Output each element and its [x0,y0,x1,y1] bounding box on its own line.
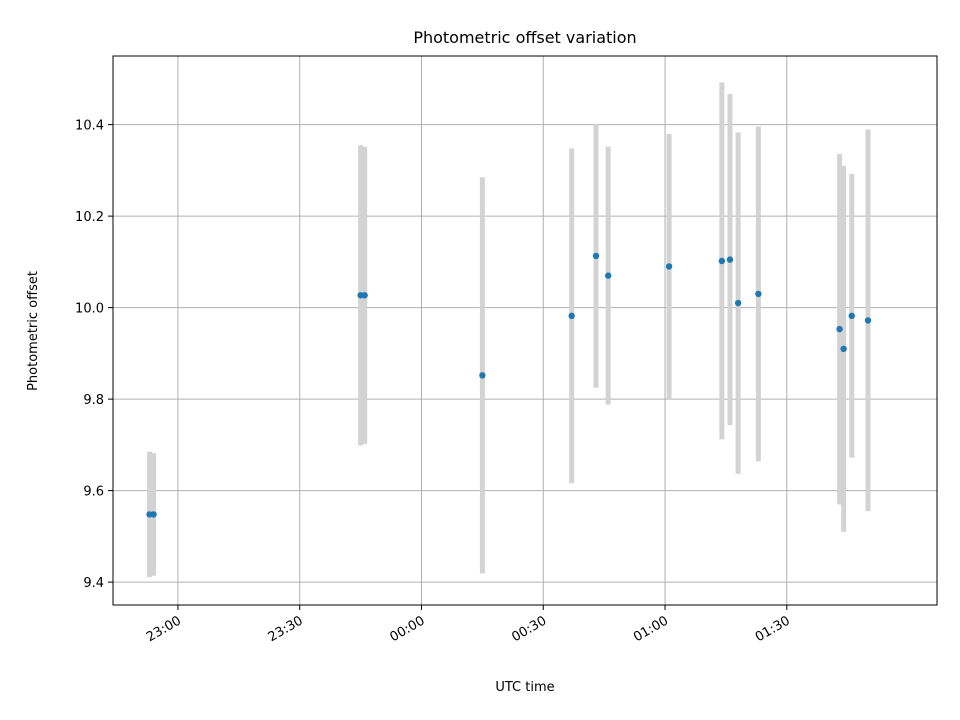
data-points [146,252,872,518]
data-point [755,290,762,298]
data-point [864,317,872,324]
data-point [836,325,843,333]
grid [113,56,937,605]
data-point [479,372,486,379]
chart-title: Photometric offset variation [413,28,636,47]
y-tick-label: 10.0 [75,302,104,317]
y-tick-label: 10.2 [75,210,104,225]
data-point [848,312,855,320]
y-axis-ticks: 9.4 9.6 9.8 10.0 10.2 10.4 [75,119,113,591]
data-point [665,263,673,270]
data-point [734,299,742,307]
y-tick-label: 9.4 [83,576,104,591]
data-point [726,256,734,263]
data-point [605,272,612,279]
y-tick-label: 9.8 [83,393,104,408]
x-axis-label: UTC time [495,680,554,695]
data-point [568,312,575,320]
data-point [718,257,726,265]
y-axis-label: Photometric offset [26,271,41,391]
data-point [150,511,157,518]
data-point [840,345,847,352]
y-tick-label: 10.4 [75,119,104,134]
y-tick-label: 9.6 [83,485,104,500]
plot-frame [112,55,938,606]
data-point [592,252,600,260]
data-point [361,292,368,299]
